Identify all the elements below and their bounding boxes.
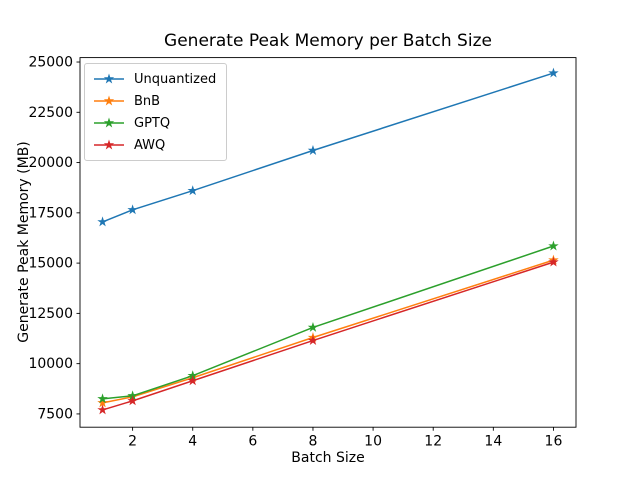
data-point-marker-icon: [307, 145, 319, 155]
y-tick-label: 10000: [28, 356, 73, 372]
legend-item-awq: AWQ: [92, 135, 216, 155]
x-tick-label: 4: [188, 434, 197, 450]
data-point-marker-icon: [187, 370, 198, 381]
legend-marker-icon: [94, 73, 124, 84]
x-tick-label: 2: [128, 434, 137, 450]
legend-star-icon: [103, 95, 115, 106]
data-point-marker-icon: [127, 390, 138, 401]
legend-star-icon: [103, 73, 115, 84]
legend-marker-icon: [94, 139, 124, 150]
y-tick-label: 12500: [28, 306, 73, 322]
legend-marker-icon: [94, 95, 124, 106]
y-tick-label: 7500: [37, 406, 73, 422]
data-point-marker-icon: [97, 397, 108, 408]
legend-star-icon: [103, 117, 115, 128]
x-tick-label: 8: [309, 434, 318, 450]
legend-marker-icon: [94, 117, 124, 128]
y-tick-label: 22500: [28, 105, 73, 121]
y-tick-label: 15000: [28, 256, 73, 272]
data-point-marker-icon: [127, 204, 138, 215]
x-tick-label: 6: [248, 434, 257, 450]
legend-item-unquantized: Unquantized: [92, 69, 216, 89]
series-line: [102, 261, 554, 411]
data-point-marker-icon: [97, 216, 108, 227]
series-line: [102, 259, 554, 404]
y-tick-label: 17500: [28, 205, 73, 221]
data-point-marker-icon: [97, 404, 108, 415]
axes-frame: [79, 57, 577, 428]
x-tick-label: 14: [484, 434, 502, 450]
legend-item-bnb: BnB: [92, 91, 216, 111]
x-tick-label: 12: [424, 434, 442, 450]
legend-item-gptq: GPTQ: [92, 113, 216, 133]
y-axis-label: Generate Peak Memory (MB): [16, 141, 32, 343]
data-point-marker-icon: [307, 335, 319, 345]
legend-star-icon: [103, 139, 115, 150]
data-point-marker-icon: [127, 395, 138, 406]
x-tick-label: 10: [364, 434, 382, 450]
y-tick-label: 25000: [28, 55, 73, 71]
data-point-marker-icon: [548, 240, 559, 251]
y-tick-label: 20000: [28, 155, 73, 171]
series-unquantized: [97, 67, 559, 227]
series-awq: [97, 256, 559, 415]
legend-label: Unquantized: [134, 71, 217, 87]
legend-label: AWQ: [134, 137, 166, 153]
data-point-marker-icon: [187, 185, 198, 196]
legend: Unquantized BnB GPTQ AWQ: [84, 63, 228, 161]
legend-label: BnB: [134, 93, 161, 109]
data-point-marker-icon: [548, 67, 559, 78]
x-tick-label: 16: [545, 434, 563, 450]
data-point-marker-icon: [97, 393, 108, 404]
chart-title: Generate Peak Memory per Batch Size: [164, 31, 492, 51]
legend-label: GPTQ: [134, 115, 171, 131]
series-line: [102, 245, 554, 400]
data-point-marker-icon: [548, 256, 559, 267]
data-point-marker-icon: [307, 321, 319, 332]
data-point-marker-icon: [187, 375, 198, 386]
series-gptq: [97, 240, 559, 404]
x-axis-label: Batch Size: [291, 450, 365, 466]
